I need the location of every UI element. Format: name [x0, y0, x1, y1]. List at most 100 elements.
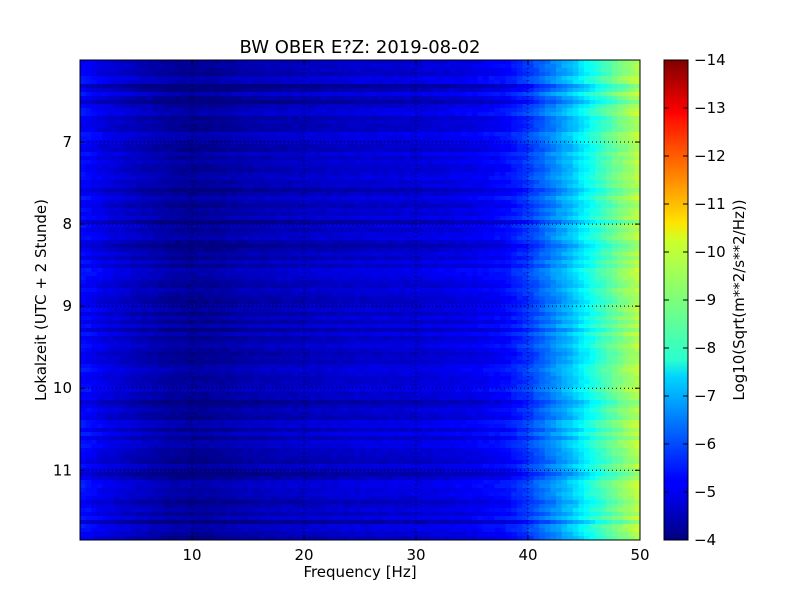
heatmap-cell: [119, 148, 126, 153]
heatmap-cell: [281, 152, 288, 157]
heatmap-cell: [606, 192, 613, 197]
heatmap-cell: [102, 112, 109, 117]
heatmap-cell: [584, 188, 590, 193]
heatmap-cell: [477, 192, 484, 197]
heatmap-cell: [388, 128, 394, 133]
heatmap-cell: [298, 92, 305, 97]
heatmap-cell: [449, 68, 456, 73]
heatmap-cell: [600, 80, 607, 85]
heatmap-cell: [152, 188, 159, 193]
heatmap-cell: [483, 168, 490, 173]
heatmap-cell: [164, 64, 170, 69]
heatmap-cell: [533, 152, 540, 157]
heatmap-cell: [108, 68, 114, 73]
heatmap-cell: [416, 68, 422, 73]
heatmap-cell: [248, 76, 254, 81]
heatmap-cell: [360, 96, 366, 101]
heatmap-cell: [505, 76, 512, 81]
heatmap-cell: [152, 148, 159, 153]
heatmap-cell: [404, 60, 411, 65]
heatmap-cell: [606, 152, 613, 157]
heatmap-cell: [287, 100, 294, 105]
heatmap-cell: [494, 232, 501, 237]
heatmap-cell: [231, 212, 238, 217]
heatmap-cell: [96, 232, 103, 237]
heatmap-cell: [365, 88, 372, 93]
heatmap-cell: [85, 60, 92, 65]
heatmap-cell: [539, 172, 546, 177]
heatmap-cell: [332, 112, 338, 117]
heatmap-cell: [337, 200, 344, 205]
heatmap-cell: [511, 200, 518, 205]
heatmap-cell: [320, 120, 327, 125]
heatmap-cell: [180, 172, 187, 177]
heatmap-cell: [528, 140, 534, 145]
heatmap-cell: [136, 168, 142, 173]
heatmap-cell: [242, 152, 249, 157]
heatmap-cell: [332, 132, 338, 137]
heatmap-cell: [186, 156, 193, 161]
heatmap-cell: [399, 164, 406, 169]
heatmap-cell: [460, 92, 467, 97]
heatmap-cell: [332, 80, 338, 85]
heatmap-cell: [348, 208, 355, 213]
heatmap-cell: [578, 252, 585, 257]
heatmap-cell: [124, 116, 131, 121]
heatmap-cell: [606, 88, 613, 93]
heatmap-cell: [164, 152, 170, 157]
heatmap-cell: [466, 84, 473, 89]
heatmap-cell: [539, 136, 546, 141]
heatmap-cell: [298, 108, 305, 113]
heatmap-cell: [578, 148, 585, 153]
heatmap-cell: [567, 64, 574, 69]
heatmap-cell: [102, 252, 109, 257]
heatmap-cell: [169, 192, 176, 197]
heatmap-cell: [304, 196, 310, 201]
heatmap-cell: [578, 164, 585, 169]
heatmap-cell: [466, 172, 473, 177]
heatmap-cell: [438, 220, 445, 225]
heatmap-cell: [404, 76, 411, 81]
heatmap-cell: [354, 88, 361, 93]
heatmap-cell: [578, 128, 585, 133]
heatmap-cell: [186, 104, 193, 109]
heatmap-cell: [315, 164, 322, 169]
heatmap-cell: [337, 204, 344, 209]
heatmap-cell: [180, 188, 187, 193]
heatmap-cell: [281, 136, 288, 141]
heatmap-cell: [404, 104, 411, 109]
heatmap-cell: [371, 188, 378, 193]
heatmap-cell: [488, 160, 495, 165]
heatmap-cell: [113, 224, 120, 229]
heatmap-cell: [315, 172, 322, 177]
heatmap-cell: [416, 240, 422, 245]
heatmap-cell: [326, 204, 333, 209]
heatmap-cell: [376, 72, 383, 77]
heatmap-cell: [192, 92, 198, 97]
heatmap-cell: [152, 152, 159, 157]
heatmap-cell: [186, 228, 193, 233]
heatmap-cell: [376, 112, 383, 117]
heatmap-cell: [158, 196, 165, 201]
heatmap-cell: [544, 120, 551, 125]
heatmap-cell: [130, 188, 137, 193]
heatmap-cell: [332, 108, 338, 113]
heatmap-cell: [180, 216, 187, 221]
heatmap-cell: [320, 200, 327, 205]
heatmap-cell: [113, 60, 120, 65]
heatmap-cell: [634, 112, 640, 117]
heatmap-cell: [511, 140, 518, 145]
heatmap-cell: [169, 144, 176, 149]
heatmap-cell: [617, 180, 624, 185]
heatmap-cell: [472, 232, 478, 237]
heatmap-cell: [488, 240, 495, 245]
heatmap-cell: [281, 164, 288, 169]
heatmap-cell: [270, 112, 277, 117]
heatmap-cell: [315, 96, 322, 101]
heatmap-cell: [455, 208, 462, 213]
heatmap-cell: [544, 224, 551, 229]
heatmap-cell: [421, 196, 428, 201]
heatmap-cell: [628, 124, 635, 129]
heatmap-cell: [522, 124, 529, 129]
heatmap-cell: [505, 232, 512, 237]
